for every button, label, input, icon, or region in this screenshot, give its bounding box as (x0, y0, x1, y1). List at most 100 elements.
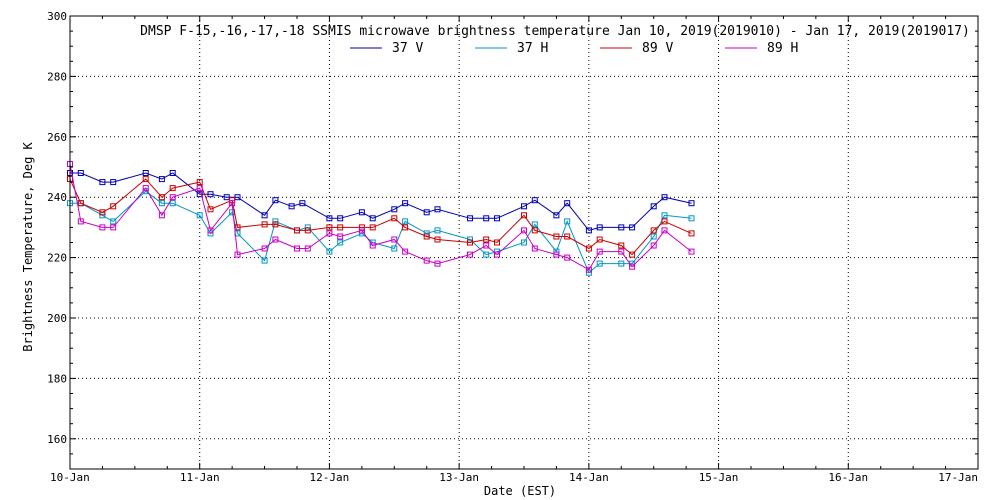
data-point (142, 185, 149, 192)
data-point (661, 218, 668, 225)
data-point (521, 203, 527, 210)
data-point (553, 212, 560, 219)
series-line-89-v (69, 178, 692, 256)
data-point (234, 251, 241, 258)
data-point (294, 245, 300, 252)
data-point (288, 203, 295, 210)
data-point (531, 197, 538, 204)
data-point (369, 242, 376, 249)
x-tick-label: 13-Jan (439, 471, 479, 484)
grid (70, 16, 978, 469)
y-tick-label: 200 (47, 312, 67, 325)
data-point (99, 224, 106, 231)
data-point (391, 215, 398, 222)
data-point (596, 248, 603, 255)
data-point (207, 206, 214, 213)
data-point (196, 191, 203, 198)
data-point (483, 251, 490, 258)
data-point (169, 170, 176, 176)
data-point (110, 179, 117, 186)
data-point (650, 227, 657, 234)
data-point (494, 239, 500, 246)
y-tick-label: 280 (47, 70, 67, 83)
legend-label: 89 H (767, 41, 798, 56)
data-point (207, 227, 214, 234)
data-point (629, 263, 636, 270)
data-point (77, 218, 84, 225)
data-point (423, 230, 430, 237)
data-point (434, 260, 441, 267)
legend-label: 37 V (392, 41, 423, 56)
data-point (77, 200, 84, 207)
data-point (423, 233, 430, 240)
data-point (688, 200, 695, 207)
data-point (423, 257, 430, 264)
data-point (326, 215, 333, 222)
data-point (402, 224, 409, 231)
data-point (434, 227, 441, 234)
data-point (261, 212, 268, 219)
data-point (585, 266, 592, 273)
data-point (661, 194, 668, 201)
x-tick-label: 12-Jan (310, 471, 350, 484)
data-point (326, 224, 333, 231)
data-point (564, 233, 571, 240)
data-point (337, 233, 344, 240)
chart-title: DMSP F-15,-16,-17,-18 SSMIS microwave br… (140, 24, 970, 39)
data-point (99, 209, 106, 216)
data-point (564, 254, 571, 261)
data-point (494, 215, 500, 222)
data-point (564, 218, 571, 225)
data-point (402, 218, 409, 225)
series-line-37-v (70, 172, 692, 231)
data-point (207, 191, 214, 198)
data-point (158, 176, 165, 183)
data-point (110, 218, 117, 225)
data-point (110, 203, 117, 210)
data-point (434, 236, 441, 243)
data-point (531, 245, 538, 252)
y-tick-label: 240 (47, 191, 67, 204)
data-point (402, 248, 409, 255)
data-point (618, 224, 625, 231)
data-point (553, 251, 560, 258)
data-point (299, 200, 306, 207)
data-point (467, 251, 473, 258)
data-point (77, 170, 84, 176)
x-tick-label: 14-Jan (569, 471, 609, 484)
y-tick-label: 300 (47, 10, 67, 23)
data-point (661, 212, 668, 219)
data-point (483, 242, 490, 249)
data-point (358, 227, 365, 234)
data-point (358, 209, 365, 216)
data-point (337, 224, 344, 231)
data-point (326, 248, 333, 255)
data-point (99, 179, 106, 186)
x-tick-label: 15-Jan (699, 471, 739, 484)
data-point (229, 200, 236, 207)
legend-label: 37 H (517, 41, 548, 56)
data-point (369, 215, 376, 222)
data-point (261, 245, 268, 252)
data-point (618, 242, 625, 249)
data-point (158, 200, 165, 207)
data-point (650, 203, 657, 210)
data-point (618, 260, 625, 267)
data-point (391, 236, 398, 243)
x-tick-label: 10-Jan (50, 471, 90, 484)
ticks: 160 180 200 220 240 260 280 300 10-Jan 11-Jan 12-J… (47, 10, 979, 484)
data-point (337, 239, 344, 246)
data-point (531, 227, 538, 234)
y-tick-label: 180 (47, 372, 67, 385)
data-point (158, 212, 165, 219)
y-tick-label: 260 (47, 131, 67, 144)
data-point (585, 227, 592, 234)
data-point (423, 209, 430, 216)
y-tick-label: 160 (47, 433, 67, 446)
data-point (467, 239, 473, 246)
x-tick-label: 11-Jan (180, 471, 220, 484)
data-point (294, 227, 300, 234)
data-point (494, 251, 500, 258)
data-point (142, 176, 149, 183)
